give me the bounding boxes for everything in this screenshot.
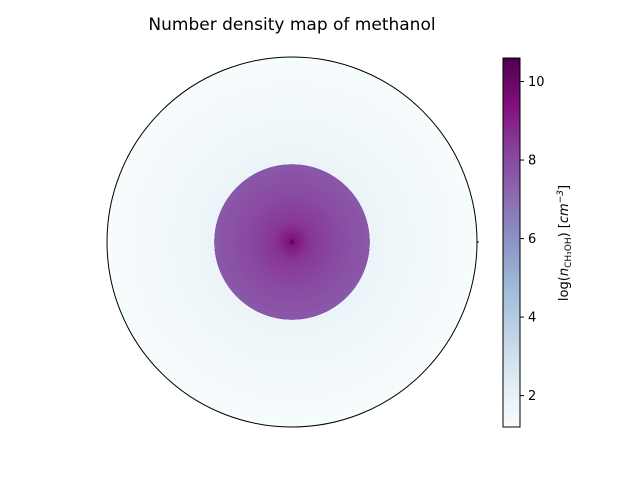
colorbar-gradient — [502, 57, 521, 428]
density-field — [107, 57, 477, 427]
colorbar-label: log(nCH₃OH) [cm−3] — [556, 185, 574, 301]
polar-plot — [106, 56, 479, 428]
colorbar-tick-label: 2 — [528, 389, 536, 404]
colorbar-tick-label: 10 — [528, 75, 545, 90]
colorbar-tick-label: 4 — [528, 311, 536, 326]
colorbar-tick-label: 8 — [528, 154, 536, 169]
colorbar-tick-label: 6 — [528, 232, 536, 247]
colorbar: 2 4 6 8 10 — [502, 57, 545, 428]
chart-title: Number density map of methanol — [148, 15, 435, 35]
